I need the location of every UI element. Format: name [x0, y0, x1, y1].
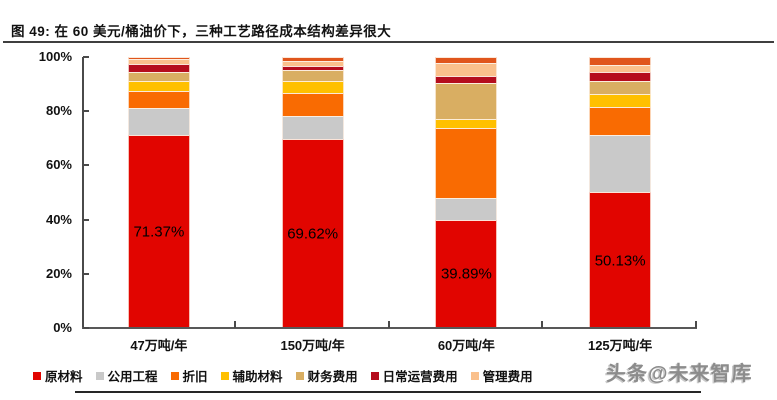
x-axis-category-label: 125万吨/年 [587, 338, 653, 353]
bar-segment [589, 81, 652, 94]
bar-segment [281, 69, 344, 81]
legend-item: 原材料 [33, 366, 83, 385]
legend-item-label: 日常运营费用 [382, 370, 458, 384]
plot-area: 71.37% 69.62% 39.89% 50.13% [82, 56, 697, 329]
legend-color-marker [95, 371, 104, 380]
y-axis-line [82, 57, 84, 328]
x-tick-mark [233, 321, 236, 328]
bar-segment [435, 76, 498, 83]
bar-segment [127, 57, 190, 59]
bar-segment: 50.13% [589, 192, 652, 328]
y-tick-label: 100% [38, 49, 72, 64]
y-tick-label: 40% [45, 211, 72, 227]
bar-column-1: 71.37% [82, 57, 236, 328]
bar-segment [589, 93, 652, 108]
stacked-bar-4: 50.13% [589, 57, 652, 328]
legend-color-marker [33, 371, 41, 380]
legend-item: 财务费用 [295, 366, 358, 385]
y-tick-label: 60% [45, 157, 72, 173]
figure-title: 图 49: 在 60 美元/桶油价下，三种工艺路径成本结构差异很大 [11, 24, 392, 39]
legend-item: 辅助材料 [220, 366, 283, 385]
bar-segment [589, 134, 652, 193]
legend-item-label: 原材料 [45, 370, 83, 384]
bar-data-label: 39.89% [440, 265, 492, 283]
y-tick-label: 0% [53, 320, 72, 335]
y-tick-mark [83, 218, 89, 221]
x-tick-mark [387, 321, 390, 328]
bar-segment [281, 61, 344, 67]
legend-item-label: 财务费用 [307, 370, 358, 384]
y-tick-mark [83, 164, 89, 167]
stacked-bar-2: 69.62% [281, 57, 344, 328]
bar-segment [281, 66, 344, 70]
x-axis-category-label: 47万吨/年 [130, 338, 188, 353]
bar-column-3: 39.89% [390, 57, 544, 328]
bar-segment [435, 197, 498, 220]
x-axis-labels: 47万吨/年 150万吨/年 60万吨/年 125万吨/年 [82, 335, 697, 354]
bar-segment [589, 71, 652, 82]
bar-columns: 71.37% 69.62% 39.89% 50.13% [82, 57, 697, 328]
x-tick-mark [695, 321, 697, 328]
y-axis-labels: 100% 80% 60% 40% 20% 0% [0, 49, 74, 335]
bar-segment [281, 80, 344, 93]
legend-item: 日常运营费用 [370, 366, 458, 385]
bar-segment [435, 127, 498, 198]
legend-item-label: 辅助材料 [232, 370, 283, 384]
bar-data-label: 50.13% [594, 252, 646, 270]
x-tick-mark [541, 321, 544, 328]
legend-color-marker [170, 371, 179, 380]
x-axis-category-label: 60万吨/年 [437, 338, 495, 353]
bar-segment [435, 82, 498, 119]
bar-segment [127, 80, 190, 91]
legend-color-marker [370, 371, 379, 380]
x-axis-category-label: 150万吨/年 [280, 338, 345, 353]
bar-data-label: 69.62% [287, 225, 339, 243]
bar-segment: 39.89% [435, 219, 498, 328]
y-tick-label: 80% [45, 103, 72, 119]
watermark-text: 头条@未来智库 [606, 363, 753, 385]
bar-segment: 69.62% [281, 139, 344, 328]
title-underline [3, 41, 774, 43]
bar-segment [127, 58, 190, 65]
legend-item-label: 公用工程 [107, 370, 158, 384]
bar-column-4: 50.13% [543, 57, 697, 328]
stacked-bar-1: 71.37% [127, 57, 190, 328]
bar-segment [435, 118, 498, 128]
y-tick-label: 20% [45, 265, 72, 281]
bar-segment [281, 92, 344, 117]
bar-segment: 71.37% [127, 134, 190, 328]
legend-color-marker [220, 371, 229, 380]
legend-color-marker [470, 371, 479, 380]
y-tick-mark [83, 56, 89, 58]
bar-segment [435, 62, 498, 77]
stacked-bar-3: 39.89% [435, 57, 498, 328]
bar-segment [127, 72, 190, 81]
chart-legend: 原材料 公用工程 折旧 辅助材料 财务费用 日常运营费用 管理费用 [33, 366, 533, 385]
bar-segment [589, 64, 652, 72]
figure-bottom-rule [75, 391, 701, 393]
bar-segment [127, 107, 190, 135]
bar-data-label: 71.37% [133, 223, 185, 241]
y-tick-mark [83, 110, 89, 113]
legend-item-label: 折旧 [182, 370, 208, 384]
bar-segment [435, 57, 498, 63]
bar-segment [281, 57, 344, 62]
bar-segment [589, 57, 652, 65]
bar-segment [281, 116, 344, 140]
legend-item: 管理费用 [470, 366, 533, 385]
y-tick-mark [83, 272, 89, 275]
legend-item: 公用工程 [95, 366, 158, 385]
legend-item-label: 管理费用 [482, 370, 533, 384]
legend-item: 折旧 [170, 366, 208, 385]
y-tick-mark [83, 327, 89, 329]
bar-segment [127, 90, 190, 108]
legend-color-marker [295, 371, 304, 380]
bar-segment [127, 64, 190, 73]
bar-column-2: 69.62% [236, 57, 390, 328]
x-axis-line [82, 327, 697, 329]
bar-segment [589, 107, 652, 135]
